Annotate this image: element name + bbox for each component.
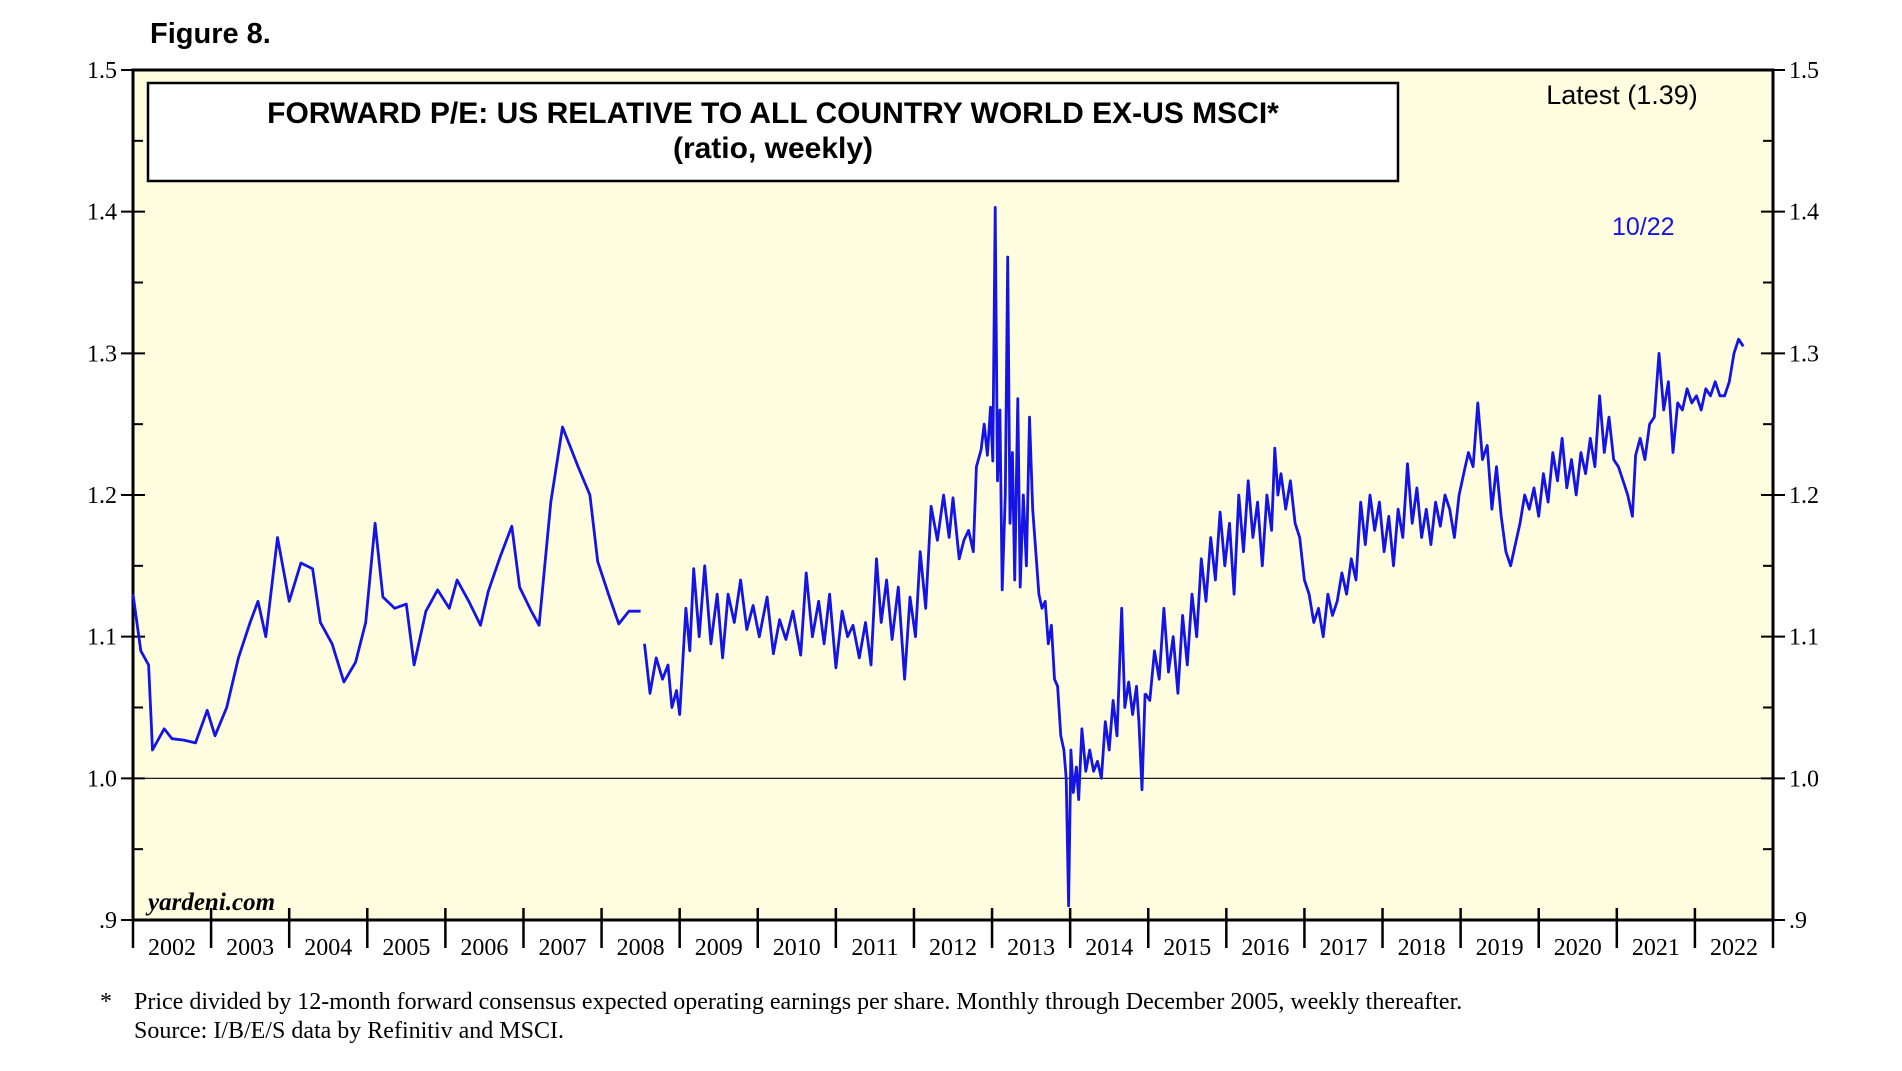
y-tick-label-right: 1.3 <box>1789 341 1819 367</box>
x-axis-labels: 2002 2003 2004 2005 2006 2007 2008 2009 2010 2011… <box>148 935 1758 961</box>
y-axis-labels: 1.5 1.5 1.4 1.4 1.3 1.3 1.2 1.2 1.1 1.1 1.0 1.0 .9 .9 <box>87 58 1819 934</box>
y-tick-label-left: 1.3 <box>87 341 117 367</box>
x-tick-label: 2020 <box>1554 935 1602 961</box>
y-tick-label-right: 1.4 <box>1789 200 1819 226</box>
series-line <box>131 425 641 752</box>
y-tick-label-right: 1.1 <box>1789 625 1819 651</box>
footnote-line-2: Source: I/B/E/S data by Refinitiv and MS… <box>134 1018 564 1044</box>
title-box <box>146 81 1400 183</box>
x-tick-label: 2011 <box>851 935 898 961</box>
series-line <box>643 206 1147 908</box>
series-line <box>1143 337 1745 702</box>
y-tick-label-left: 1.5 <box>87 58 117 84</box>
x-tick-label: 2006 <box>460 935 508 961</box>
y-tick-label-left: 1.4 <box>87 200 117 226</box>
x-tick-label: 2004 <box>304 935 352 961</box>
x-tick-label: 2016 <box>1241 935 1289 961</box>
y-tick-label-right: 1.0 <box>1789 766 1819 792</box>
x-tick-label: 2009 <box>695 935 743 961</box>
x-tick-label: 2002 <box>148 935 196 961</box>
x-tick-label: 2018 <box>1398 935 1446 961</box>
x-tick-label: 2019 <box>1476 935 1524 961</box>
x-tick-label: 2013 <box>1007 935 1055 961</box>
x-tick-label: 2014 <box>1085 935 1133 961</box>
footnote-marker: * <box>100 989 112 1015</box>
chart-title: FORWARD P/E: US RELATIVE TO ALL COUNTRY … <box>267 97 1279 130</box>
y-tick-label-left: 1.2 <box>87 483 117 509</box>
x-tick-label: 2003 <box>226 935 274 961</box>
x-tick-label: 2017 <box>1319 935 1367 961</box>
y-tick-label-right: .9 <box>1789 908 1807 934</box>
x-tick-label: 2015 <box>1163 935 1211 961</box>
plot-background <box>131 68 1775 922</box>
chart-subtitle: (ratio, weekly) <box>673 132 873 165</box>
y-tick-label-right: 1.5 <box>1789 58 1819 84</box>
watermark: yardeni.com <box>145 889 275 916</box>
x-tick-label: 2012 <box>929 935 977 961</box>
x-tick-label: 2008 <box>617 935 665 961</box>
footnote-line-1: Price divided by 12-month forward consen… <box>134 989 1463 1015</box>
x-tick-label: 2022 <box>1710 935 1758 961</box>
y-tick-label-right: 1.2 <box>1789 483 1819 509</box>
axis-ticks <box>121 69 1785 948</box>
footnote: * Price divided by 12-month forward conse… <box>100 988 1462 1046</box>
x-tick-label: 2010 <box>773 935 821 961</box>
y-tick-label-left: .9 <box>99 908 117 934</box>
latest-annotation: Latest (1.39) <box>1546 80 1698 110</box>
y-tick-label-left: 1.0 <box>87 766 117 792</box>
y-tick-label-left: 1.1 <box>87 625 117 651</box>
figure-label: Figure 8. <box>150 18 271 50</box>
series-layer <box>131 206 1745 908</box>
x-tick-label: 2007 <box>539 935 587 961</box>
x-tick-label: 2005 <box>382 935 430 961</box>
x-tick-label: 2021 <box>1632 935 1680 961</box>
date-annotation: 10/22 <box>1612 213 1675 241</box>
